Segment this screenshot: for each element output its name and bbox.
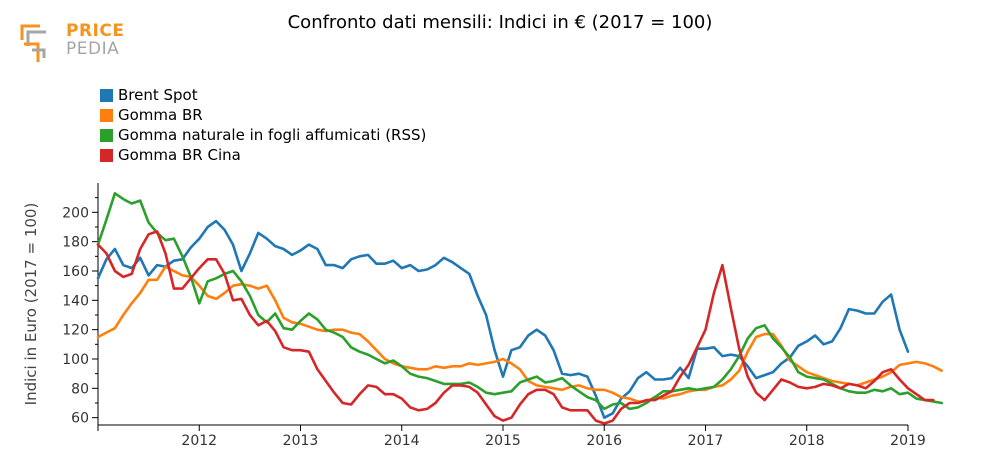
series-line-3 [96,230,935,425]
legend-swatch [100,88,113,102]
chart-title: Confronto dati mensili: Indici in € (201… [287,12,713,33]
legend-item-brent[interactable]: Brent Spot [100,85,426,105]
legend: Brent Spot Gomma BR Gomma naturale in fo… [100,85,426,165]
y-tick-label: 200 [62,205,89,221]
y-tick-label: 160 [62,264,89,280]
y-tick-label: 140 [62,293,89,309]
x-tick-label: 2016 [586,433,622,449]
x-tick-label: 2012 [181,433,217,449]
legend-swatch [100,108,113,122]
legend-label: Brent Spot [118,86,198,104]
y-tick-label: 120 [62,323,89,339]
legend-item-rss[interactable]: Gomma naturale in fogli affumicati (RSS) [100,125,426,145]
legend-swatch [100,148,113,162]
y-tick-label: 180 [62,235,89,251]
x-tick-label: 2013 [283,433,319,449]
y-axis-label: Indici in Euro (2017 = 100) [22,203,40,406]
logo-mark-icon [20,24,46,62]
y-tick-label: 100 [62,352,89,368]
pricepedia-logo: PRICE PEDIA [18,18,128,68]
x-tick-label: 2017 [688,433,724,449]
legend-label: Gomma BR [118,106,203,124]
series-line-1 [96,265,944,403]
legend-item-gomma-br[interactable]: Gomma BR [100,105,426,125]
legend-swatch [100,128,113,142]
x-tick-label: 2014 [384,433,420,449]
logo-text-pedia: PEDIA [66,39,120,59]
x-tick-label: 2019 [890,433,926,449]
legend-label: Gomma naturale in fogli affumicati (RSS) [118,126,427,144]
y-tick-label: 60 [71,411,89,427]
legend-label: Gomma BR Cina [118,146,241,164]
x-tick-label: 2015 [485,433,521,449]
logo-text-price: PRICE [66,21,125,41]
y-tick-label: 80 [71,381,89,397]
series-line-2 [96,192,944,411]
legend-item-gomma-br-cina[interactable]: Gomma BR Cina [100,145,426,165]
x-tick-label: 2018 [789,433,825,449]
series-line-0 [96,219,910,420]
